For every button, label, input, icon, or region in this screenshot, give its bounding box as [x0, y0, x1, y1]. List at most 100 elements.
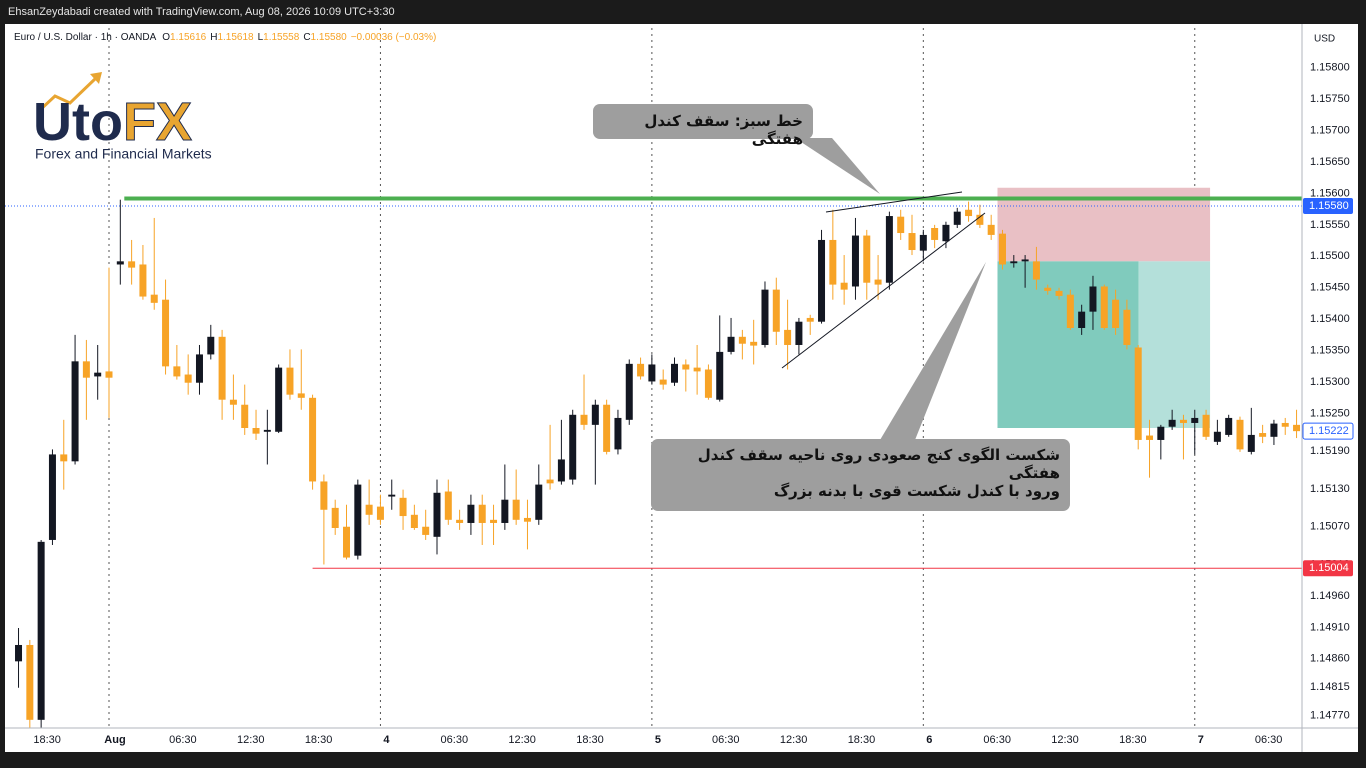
candle-body [591, 404, 599, 425]
candle-body [444, 491, 452, 520]
x-tick-label: 06:30 [441, 734, 469, 746]
logo-brand-part: Uto [33, 92, 123, 152]
candle-body [772, 289, 780, 332]
candle-body [1236, 419, 1244, 450]
candle-body [851, 235, 859, 287]
candle-body [682, 364, 690, 370]
x-tick-label: 18:30 [33, 734, 61, 746]
price-label: 1.15004 [1309, 562, 1349, 574]
candle-body [523, 517, 531, 522]
candle-body [1281, 422, 1289, 427]
candle-body [1293, 424, 1301, 432]
callout-pointer [880, 262, 986, 440]
candle-body [863, 235, 871, 283]
last-price-bg [1302, 422, 1354, 440]
candle-body [795, 321, 803, 345]
candle-body [275, 367, 283, 432]
callout: خط سبز: سقف کندل هفتگی [593, 104, 813, 148]
candle-body [309, 397, 317, 482]
x-tick-label: 7 [1198, 734, 1204, 746]
y-tick-label: 1.15650 [1310, 156, 1350, 168]
candle-body [105, 371, 113, 378]
x-tick-label: 18:30 [305, 734, 333, 746]
y-tick-label: 1.15750 [1310, 93, 1350, 105]
candle-body [376, 506, 384, 520]
axis-layer: 18:30 Aug 06:30 12:30 18:30 4 06:30 12:30 18:30 5… [33, 62, 1354, 746]
candle-body [1055, 290, 1063, 296]
candle-body [1112, 299, 1120, 328]
ohlc-label: C [303, 32, 310, 43]
candle-body [1270, 423, 1278, 437]
candle-body [693, 367, 701, 372]
candle-body [580, 414, 588, 425]
target-zone [1138, 261, 1211, 428]
candle-body [410, 514, 418, 528]
candle-body [603, 404, 611, 452]
candle-body [987, 224, 995, 235]
candle-body [82, 361, 90, 378]
candle-body [1259, 433, 1267, 437]
x-tick-label: Aug [104, 734, 125, 746]
candle-body [512, 499, 520, 520]
callout-line: شکست الگوی کنج صعودی روی ناحیه سقف کندل … [697, 446, 1060, 482]
x-tick-label: 06:30 [983, 734, 1011, 746]
wedge-lines [781, 191, 986, 369]
logo-brand: UtoFX [33, 92, 192, 152]
ohlc-value: 1.15616 [170, 32, 207, 43]
candle-body [648, 364, 656, 382]
x-tick-label: 18:30 [1119, 734, 1147, 746]
candle-body [456, 519, 464, 523]
candle-body [942, 224, 950, 242]
candle-body [750, 341, 758, 346]
candle-body [761, 289, 769, 345]
y-tick-label: 1.15300 [1310, 376, 1350, 388]
candle-body [1123, 309, 1131, 345]
candle-body [535, 484, 543, 520]
y-tick-label: 1.14770 [1310, 709, 1350, 721]
candle-body [71, 361, 79, 462]
x-tick-label: 4 [383, 734, 390, 746]
y-tick-label: 1.15130 [1310, 483, 1350, 495]
candle-body [965, 209, 973, 217]
candle-body [263, 429, 271, 432]
y-tick-label: 1.15600 [1310, 187, 1350, 199]
y-tick-label: 1.15070 [1310, 521, 1350, 533]
candles [15, 199, 1301, 728]
ohlc-value: 1.15580 [311, 32, 348, 43]
last-price-label: 1.15222 [1309, 425, 1349, 437]
callout-pointer [795, 138, 880, 194]
candle-body [874, 279, 882, 285]
attribution: EhsanZeydabadi created with TradingView.… [8, 6, 395, 18]
callout-line: ورود با کندل شکست قوی با بدنه بزرگ [773, 482, 1060, 500]
candle-body [433, 492, 441, 537]
logo-brand-part: FX [123, 92, 192, 152]
candle-body [829, 239, 837, 285]
logo-icon [38, 76, 98, 112]
candle-body [784, 329, 792, 345]
y-tick-label: 1.15450 [1310, 282, 1350, 294]
ohlc-label: H [210, 32, 217, 43]
y-tick-label: 1.14910 [1310, 621, 1350, 633]
ohlc-label: O [162, 32, 170, 43]
candle-body [818, 239, 826, 322]
candle-body [806, 317, 814, 322]
candle-body [998, 233, 1006, 265]
x-tick-label: 12:30 [1051, 734, 1079, 746]
candle-body [218, 336, 226, 400]
x-tick-label: 5 [655, 734, 661, 746]
y-tick-label: 1.14860 [1310, 653, 1350, 665]
candle-body [931, 228, 939, 240]
y-tick-label: 1.15350 [1310, 345, 1350, 357]
candle-body [320, 481, 328, 510]
y-tick-label: 1.14960 [1310, 590, 1350, 602]
candle-body [173, 366, 181, 377]
candle-body [252, 428, 260, 434]
candle-body [716, 351, 724, 400]
candle-body [94, 372, 102, 377]
candle-body [727, 336, 735, 352]
logo: UtoFX Forex and Financial Markets [33, 72, 212, 162]
candle-body [422, 526, 430, 535]
candle-body [1134, 347, 1142, 440]
candle-body [1010, 261, 1018, 264]
